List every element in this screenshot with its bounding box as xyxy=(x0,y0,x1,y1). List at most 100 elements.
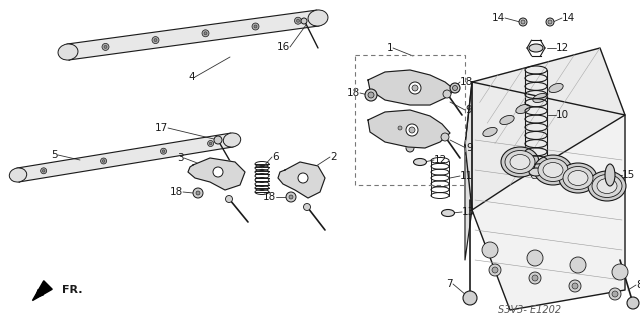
Ellipse shape xyxy=(442,210,454,217)
Ellipse shape xyxy=(568,171,588,186)
Polygon shape xyxy=(465,48,625,210)
Text: 18: 18 xyxy=(347,88,360,98)
Circle shape xyxy=(162,150,165,153)
Text: 14: 14 xyxy=(492,13,505,23)
Circle shape xyxy=(296,19,300,22)
Circle shape xyxy=(409,127,415,133)
Polygon shape xyxy=(368,70,455,105)
Circle shape xyxy=(368,92,374,98)
Ellipse shape xyxy=(510,155,530,170)
Circle shape xyxy=(570,257,586,273)
Text: 3: 3 xyxy=(177,153,184,163)
Circle shape xyxy=(202,30,209,37)
Ellipse shape xyxy=(538,158,568,181)
Circle shape xyxy=(398,126,402,130)
Circle shape xyxy=(254,25,257,28)
Polygon shape xyxy=(465,82,472,260)
Circle shape xyxy=(572,283,578,289)
Ellipse shape xyxy=(592,174,622,197)
Circle shape xyxy=(443,90,451,98)
Circle shape xyxy=(365,89,377,101)
Polygon shape xyxy=(33,281,52,300)
Circle shape xyxy=(154,39,157,42)
Ellipse shape xyxy=(58,44,78,60)
Text: 18: 18 xyxy=(460,77,473,87)
Text: 18: 18 xyxy=(263,192,276,202)
Ellipse shape xyxy=(534,155,572,185)
Circle shape xyxy=(482,242,498,258)
Polygon shape xyxy=(17,133,233,182)
Text: 9: 9 xyxy=(465,105,472,115)
Polygon shape xyxy=(472,82,625,310)
Text: 4: 4 xyxy=(188,72,195,82)
Ellipse shape xyxy=(223,133,241,147)
Circle shape xyxy=(452,85,458,91)
Text: 6: 6 xyxy=(272,152,278,162)
Circle shape xyxy=(409,82,421,94)
Text: 18: 18 xyxy=(170,187,183,197)
Circle shape xyxy=(41,168,47,174)
Circle shape xyxy=(214,136,222,144)
Circle shape xyxy=(463,291,477,305)
Circle shape xyxy=(609,288,621,300)
Circle shape xyxy=(612,264,628,280)
Ellipse shape xyxy=(10,168,27,182)
Circle shape xyxy=(548,20,552,24)
Text: 12: 12 xyxy=(434,155,447,165)
Ellipse shape xyxy=(500,116,514,124)
Ellipse shape xyxy=(308,10,328,26)
Ellipse shape xyxy=(597,179,617,194)
Text: 13: 13 xyxy=(462,207,476,217)
Circle shape xyxy=(161,148,166,154)
Polygon shape xyxy=(188,158,245,190)
Circle shape xyxy=(627,297,639,309)
Circle shape xyxy=(303,204,310,211)
Ellipse shape xyxy=(543,163,563,178)
Text: 15: 15 xyxy=(622,170,636,180)
Circle shape xyxy=(225,196,232,203)
Ellipse shape xyxy=(529,44,543,52)
Text: 13: 13 xyxy=(556,167,569,177)
Text: 1: 1 xyxy=(387,43,393,53)
Text: S3V3- E1202: S3V3- E1202 xyxy=(499,305,561,315)
Circle shape xyxy=(521,20,525,24)
Circle shape xyxy=(489,264,501,276)
Circle shape xyxy=(406,124,418,136)
Circle shape xyxy=(412,85,418,91)
Circle shape xyxy=(450,83,460,93)
Circle shape xyxy=(612,291,618,297)
Circle shape xyxy=(104,45,107,48)
Ellipse shape xyxy=(605,164,615,186)
Circle shape xyxy=(196,191,200,195)
Circle shape xyxy=(519,18,527,26)
Ellipse shape xyxy=(533,93,547,102)
Polygon shape xyxy=(67,10,319,60)
Circle shape xyxy=(406,144,414,152)
Ellipse shape xyxy=(588,171,626,201)
Text: 5: 5 xyxy=(51,150,58,160)
Text: 14: 14 xyxy=(562,13,575,23)
Ellipse shape xyxy=(563,166,593,189)
Circle shape xyxy=(102,160,105,162)
Text: FR.: FR. xyxy=(62,285,83,295)
Circle shape xyxy=(209,142,212,145)
Polygon shape xyxy=(368,110,450,148)
Text: 17: 17 xyxy=(155,123,168,133)
Circle shape xyxy=(42,170,45,172)
Circle shape xyxy=(100,158,107,164)
Text: 8: 8 xyxy=(636,280,640,290)
Circle shape xyxy=(252,23,259,30)
Circle shape xyxy=(301,18,307,24)
Circle shape xyxy=(546,18,554,26)
Text: 7: 7 xyxy=(446,279,453,289)
Text: 10: 10 xyxy=(556,110,569,120)
Circle shape xyxy=(294,17,301,24)
Polygon shape xyxy=(278,162,325,198)
Text: 12: 12 xyxy=(556,43,569,53)
Circle shape xyxy=(532,275,538,281)
Circle shape xyxy=(529,272,541,284)
Ellipse shape xyxy=(505,150,535,173)
Circle shape xyxy=(207,140,214,147)
Text: 14: 14 xyxy=(372,122,385,132)
Ellipse shape xyxy=(559,163,597,193)
